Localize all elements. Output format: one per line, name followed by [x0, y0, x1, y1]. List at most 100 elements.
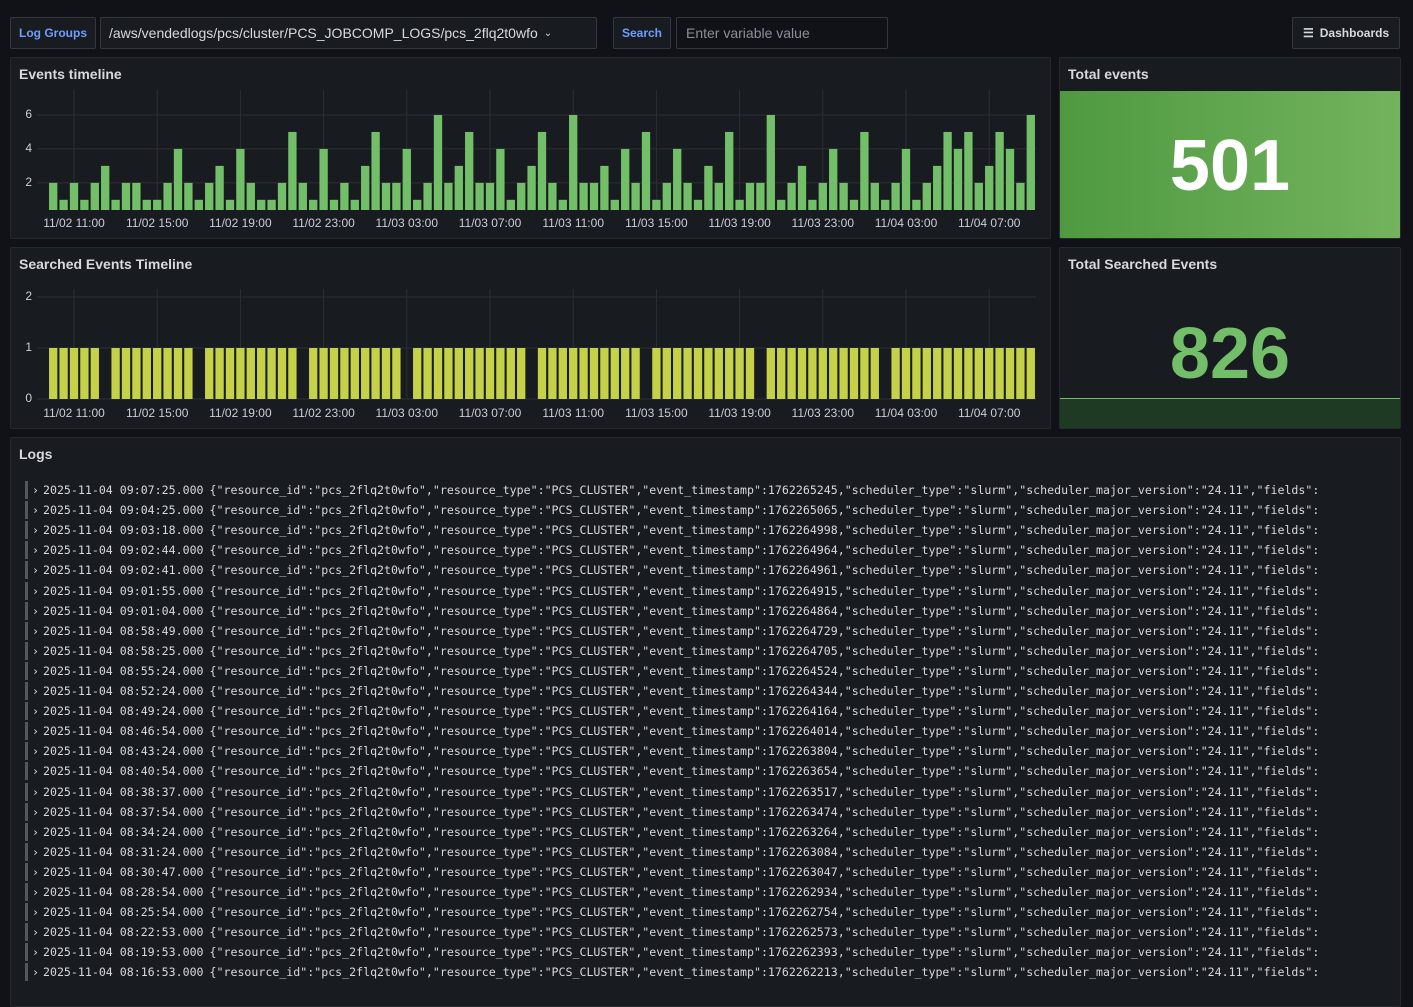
log-row[interactable]: › 2025-11-04 08:55:24.000 {"resource_id":"… — [25, 661, 1400, 680]
bar — [80, 199, 89, 210]
log-row[interactable]: › 2025-11-04 08:31:24.000 {"resource_id":"… — [25, 842, 1400, 861]
bar — [870, 348, 879, 399]
bar — [90, 348, 99, 399]
x-tick-label: 11/03 19:00 — [708, 406, 771, 420]
x-tick-label: 11/02 19:00 — [209, 216, 272, 230]
log-time: 2025-11-04 08:46:54.000 — [42, 724, 204, 739]
x-tick-label: 11/03 11:00 — [542, 406, 604, 420]
bar — [777, 199, 786, 210]
bar — [309, 199, 318, 210]
bar — [610, 199, 619, 210]
log-row[interactable]: › 2025-11-04 08:34:24.000 {"resource_id":"… — [25, 822, 1400, 841]
log-row[interactable]: › 2025-11-04 08:40:54.000 {"resource_id":"… — [25, 762, 1400, 781]
bar — [693, 199, 703, 210]
expand-icon: › — [32, 563, 39, 578]
panel-title: Total events — [1068, 66, 1149, 82]
chart: 0 1 2 11/02 11:00 11/02 15:00 11/02 19:00 11/0… — [25, 289, 1036, 420]
bar — [995, 348, 1004, 399]
log-row[interactable]: › 2025-11-04 08:52:24.000 {"resource_id":"… — [25, 682, 1400, 700]
bar — [829, 348, 838, 399]
bar — [423, 348, 432, 399]
log-row[interactable]: › 2025-11-04 08:58:25.000 {"resource_id":"… — [25, 641, 1400, 660]
log-message: {"resource_id":"pcs_2flq2t0wfo","resourc… — [209, 503, 1320, 518]
expand-icon: › — [32, 663, 39, 678]
dashboards-button[interactable]: ☰ Dashboards — [1292, 17, 1400, 49]
bar — [433, 348, 443, 399]
log-row[interactable]: › 2025-11-04 08:46:54.000 {"resource_id":"… — [25, 722, 1400, 741]
bar — [600, 165, 609, 210]
log-row[interactable]: › 2025-11-04 09:01:55.000 {"resource_id":"… — [25, 581, 1400, 600]
bar — [90, 182, 99, 210]
log-row[interactable]: › 2025-11-04 08:43:24.000 {"resource_id":"… — [25, 742, 1400, 761]
bar — [995, 131, 1004, 210]
log-message: {"resource_id":"pcs_2flq2t0wfo","resourc… — [209, 543, 1320, 558]
x-tick-label: 11/02 15:00 — [126, 406, 189, 420]
bar — [548, 348, 557, 399]
bar — [444, 348, 453, 399]
log-row[interactable]: › 2025-11-04 09:07:25.000 {"resource_id":"… — [25, 481, 1400, 499]
bar — [569, 114, 578, 210]
log-row[interactable]: › 2025-11-04 08:49:24.000 {"resource_id":"… — [25, 702, 1400, 721]
bar — [184, 182, 193, 210]
log-group-value: /aws/vendedlogs/pcs/cluster/PCS_JOBCOMP_… — [109, 25, 538, 41]
bar — [319, 148, 328, 210]
bar — [860, 131, 869, 210]
bar — [922, 348, 931, 399]
log-row[interactable]: › 2025-11-04 09:01:04.000 {"resource_id":"… — [25, 601, 1400, 620]
x-tick-label: 11/02 19:00 — [209, 406, 272, 420]
expand-icon: › — [32, 965, 39, 980]
log-row[interactable]: › 2025-11-04 08:22:53.000 {"resource_id":"… — [25, 923, 1400, 942]
expand-icon: › — [32, 503, 39, 518]
log-row[interactable]: › 2025-11-04 08:28:54.000 {"resource_id":"… — [25, 883, 1400, 901]
log-row[interactable]: › 2025-11-04 08:37:54.000 {"resource_id":"… — [25, 802, 1400, 821]
panel-title: Logs — [19, 446, 53, 462]
bar — [267, 348, 276, 399]
bar — [475, 182, 484, 210]
log-row[interactable]: › 2025-11-04 08:16:53.000 {"resource_id":"… — [25, 963, 1400, 982]
log-time: 2025-11-04 09:01:04.000 — [42, 603, 204, 618]
log-row[interactable]: › 2025-11-04 08:30:47.000 {"resource_id":"… — [25, 862, 1400, 881]
bar — [361, 165, 370, 210]
y-tick-label: 2 — [25, 175, 32, 189]
bar — [714, 182, 723, 210]
bar — [381, 348, 391, 399]
bar — [912, 348, 921, 399]
x-tick-label: 11/03 07:00 — [459, 406, 522, 420]
bar — [600, 348, 609, 399]
bar — [454, 348, 463, 399]
search-input[interactable]: Enter variable value — [676, 17, 888, 49]
x-tick-label: 11/02 15:00 — [126, 216, 189, 230]
log-message: {"resource_id":"pcs_2flq2t0wfo","resourc… — [209, 684, 1320, 698]
log-time: 2025-11-04 08:34:24.000 — [42, 824, 204, 839]
bar — [797, 165, 807, 210]
log-row[interactable]: › 2025-11-04 09:02:44.000 {"resource_id":"… — [25, 541, 1400, 560]
bar — [589, 348, 599, 399]
bar — [361, 348, 370, 399]
log-time: 2025-11-04 08:40:54.000 — [42, 764, 204, 779]
expand-icon: › — [32, 684, 39, 698]
log-time: 2025-11-04 08:28:54.000 — [42, 885, 204, 899]
bar — [392, 182, 401, 210]
x-tick-label: 11/03 23:00 — [792, 406, 855, 420]
log-row[interactable]: › 2025-11-04 08:25:54.000 {"resource_id":"… — [25, 903, 1400, 922]
bar — [777, 348, 786, 399]
log-row[interactable]: › 2025-11-04 09:02:41.000 {"resource_id":"… — [25, 561, 1400, 580]
bar — [506, 348, 515, 399]
chart: 2 4 6 11/02 11:00 11/02 15:00 11/02 19:00 11/0… — [25, 90, 1036, 230]
log-message: {"resource_id":"pcs_2flq2t0wfo","resourc… — [209, 784, 1320, 799]
log-row[interactable]: › 2025-11-04 08:58:49.000 {"resource_id":"… — [25, 621, 1400, 640]
log-row[interactable]: › 2025-11-04 09:03:18.000 {"resource_id":"… — [25, 521, 1400, 540]
log-group-select[interactable]: /aws/vendedlogs/pcs/cluster/PCS_JOBCOMP_… — [100, 17, 597, 49]
log-row[interactable]: › 2025-11-04 09:04:25.000 {"resource_id":"… — [25, 501, 1400, 520]
bar — [766, 348, 775, 399]
bar — [735, 199, 744, 210]
bar — [444, 182, 453, 210]
bar — [901, 348, 911, 399]
log-time: 2025-11-04 08:16:53.000 — [42, 965, 204, 980]
bar — [277, 182, 287, 210]
bar — [340, 348, 349, 399]
bar — [953, 348, 963, 399]
log-row[interactable]: › 2025-11-04 08:38:37.000 {"resource_id":"… — [25, 782, 1400, 801]
bar — [236, 148, 245, 210]
log-row[interactable]: › 2025-11-04 08:19:53.000 {"resource_id":"… — [25, 943, 1400, 962]
